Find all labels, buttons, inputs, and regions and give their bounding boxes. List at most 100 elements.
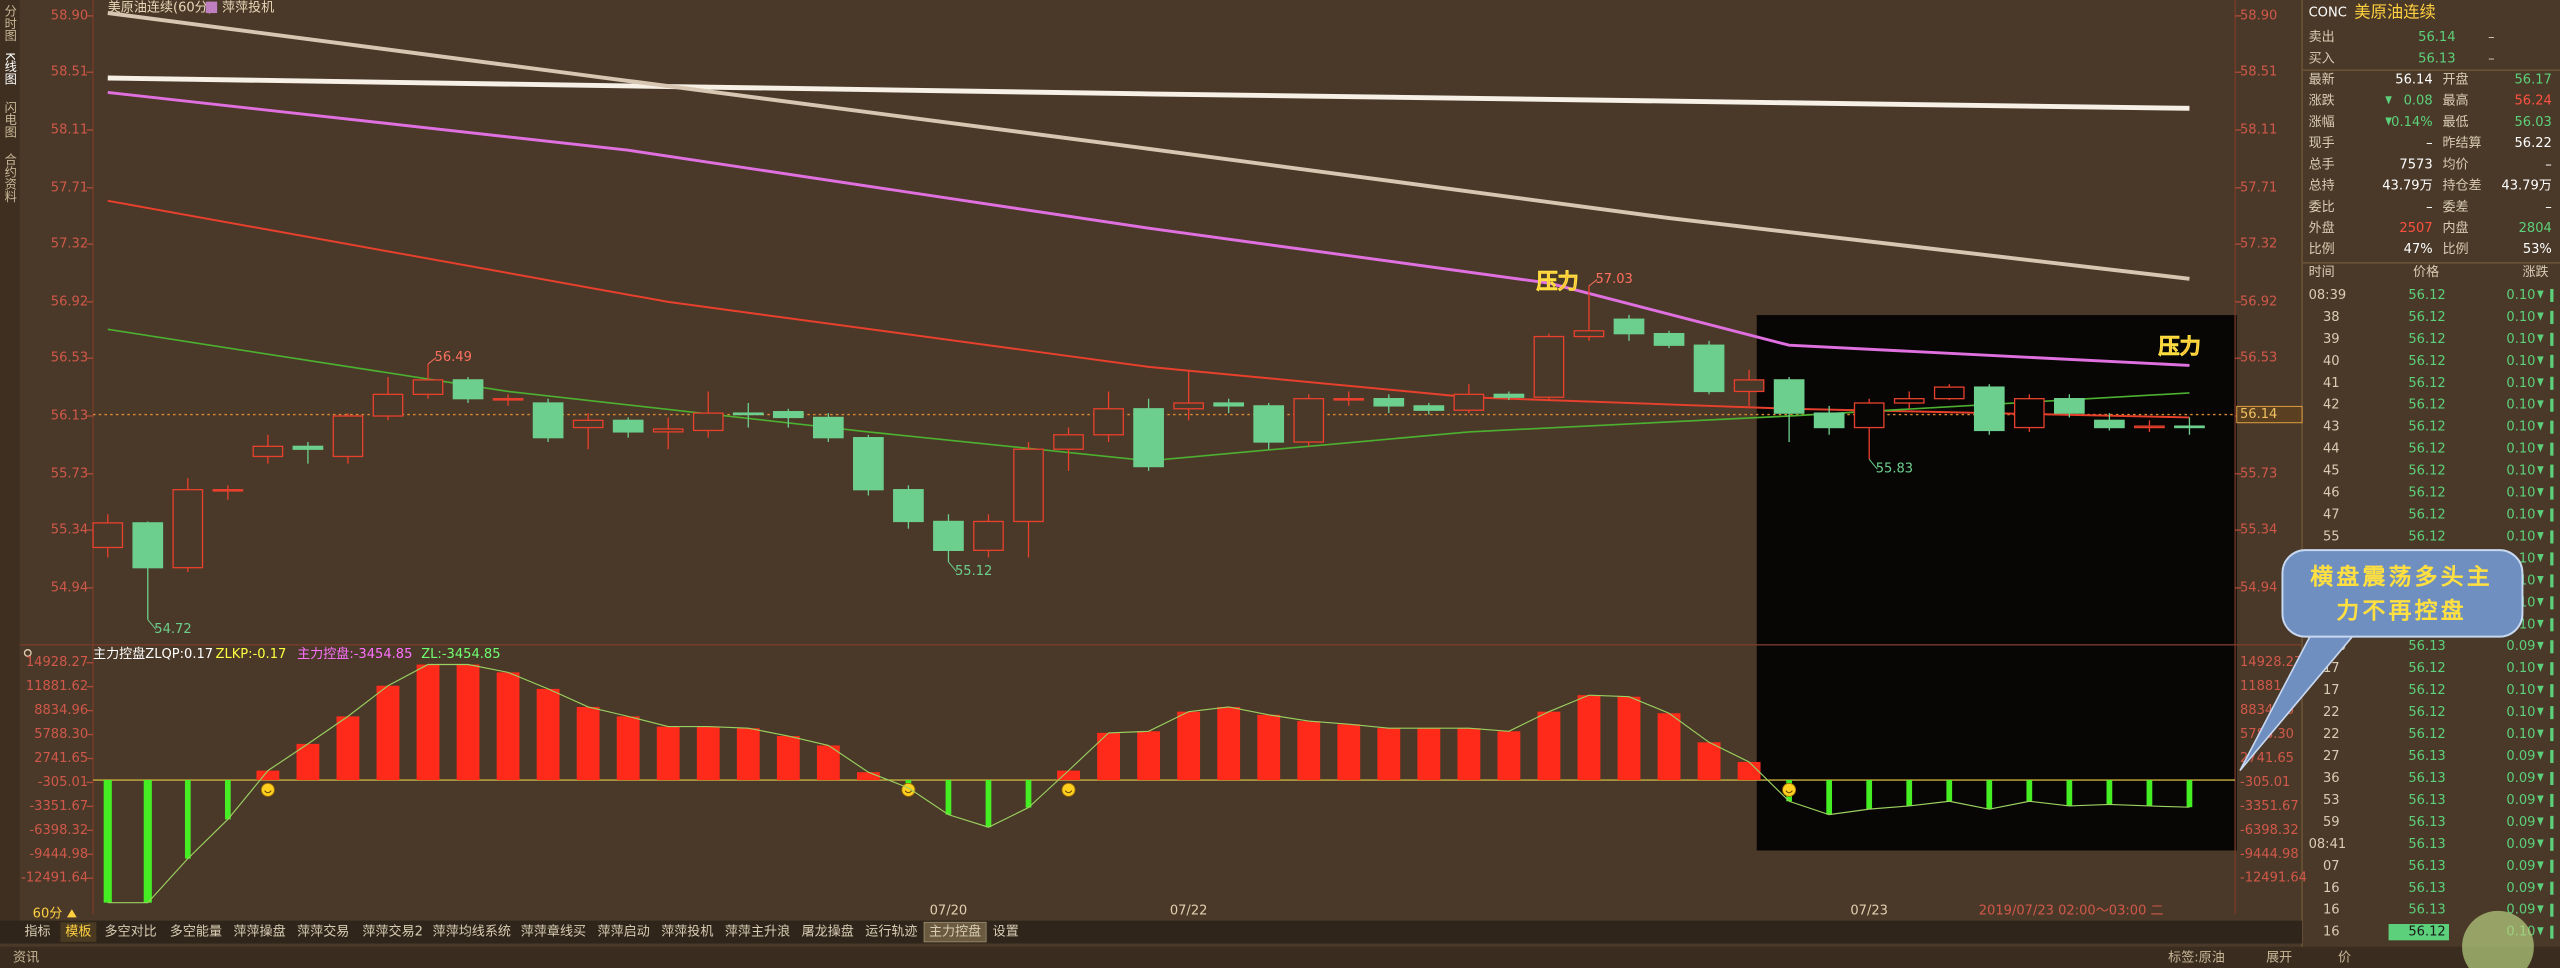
- candle-body: [412, 379, 444, 395]
- tick-price: 56.12: [2408, 354, 2445, 369]
- y-tick-label: 5788.30: [34, 727, 88, 742]
- indicator-bar: [776, 736, 800, 781]
- toolbar-tab[interactable]: 屠龙操盘: [802, 924, 854, 940]
- toolbar-tab[interactable]: 萍萍交易: [297, 924, 349, 940]
- last-price-box: [2236, 405, 2303, 424]
- tick-change: 0.10: [2506, 727, 2535, 742]
- toolbar-tab[interactable]: 萍萍主升浪: [725, 925, 790, 940]
- tick-arrow: [2537, 729, 2544, 738]
- y-tick-label: -9444.98: [29, 847, 88, 862]
- tick-volume-bar: [2550, 332, 2554, 346]
- side-tab[interactable]: 闪电图: [3, 101, 17, 138]
- tick-arrow: [2537, 597, 2544, 607]
- tick-price: 56.13: [2408, 815, 2445, 830]
- y-tick-label: 11881.62: [26, 679, 88, 694]
- toolbar-tab[interactable]: 指标: [24, 925, 50, 940]
- moving-average: [107, 11, 2190, 281]
- indicator-bar: [1906, 780, 1913, 806]
- quote-label: 外盘: [2309, 220, 2335, 236]
- tick-volume-bar: [2550, 837, 2554, 851]
- extreme-leader: [427, 357, 437, 365]
- indicator-bar: [1826, 780, 1833, 815]
- y-tick-label-right: 58.11: [2240, 123, 2277, 138]
- quote-label: 总手: [2309, 157, 2335, 172]
- toolbar-tab[interactable]: 主力控盘: [929, 924, 981, 940]
- quote-label: 持仓差: [2442, 179, 2481, 194]
- tick-time: 43: [2323, 420, 2340, 435]
- status-price[interactable]: 价: [2338, 951, 2351, 966]
- quote-value: 2804: [2519, 221, 2552, 236]
- side-tab[interactable]: K线图: [3, 52, 17, 85]
- side-tab[interactable]: 分时图: [3, 5, 17, 42]
- tick-price: 56.13: [2408, 837, 2445, 852]
- candle-body: [973, 520, 1004, 551]
- extreme-label: 55.83: [1876, 462, 1913, 477]
- toolbar-tab[interactable]: 萍萍章线买: [521, 924, 586, 940]
- candle-body: [1493, 393, 1525, 398]
- quote-label: 比例: [2442, 242, 2468, 257]
- indicator-line: [107, 663, 2190, 904]
- indicator-bar: [1737, 761, 1761, 781]
- quote-label: 最高: [2442, 93, 2468, 109]
- candle-body: [1973, 386, 2005, 432]
- candle-body: [1693, 344, 1725, 393]
- tick-change: 0.10: [2506, 508, 2535, 523]
- indicator-bar: [1417, 728, 1441, 781]
- status-left: 资讯: [13, 951, 39, 966]
- toolbar-tab[interactable]: 多空对比: [104, 924, 156, 940]
- quote-value: 0.08: [2404, 94, 2433, 109]
- tick-volume-bar: [2550, 640, 2554, 654]
- indicator-bar: [376, 685, 400, 781]
- settings-dot[interactable]: [23, 649, 32, 657]
- toolbar-tab[interactable]: 运行轨迹: [865, 925, 917, 940]
- tick-time: 59: [2323, 815, 2340, 830]
- candle-body: [572, 419, 604, 429]
- toolbar-tab[interactable]: 模板: [65, 925, 91, 940]
- toolbar-tab[interactable]: 萍萍操盘: [233, 924, 285, 940]
- tick-time: 44: [2323, 442, 2340, 457]
- toolbar-tab[interactable]: 萍萍投机: [661, 924, 713, 940]
- tick-volume-bar: [2550, 793, 2554, 807]
- status-expand[interactable]: 展开: [2266, 951, 2292, 966]
- y-tick-label: 58.90: [51, 8, 88, 23]
- candle-body: [812, 416, 844, 439]
- y-tick-label: -12491.64: [21, 871, 88, 886]
- y-tick-label: -3351.67: [29, 799, 88, 814]
- toolbar-tab[interactable]: 萍萍均线系统: [433, 925, 511, 940]
- quote-label: 昨结算: [2442, 136, 2481, 151]
- candle-body: [1413, 405, 1445, 411]
- tick-volume-bar: [2550, 662, 2554, 676]
- toolbar-tab[interactable]: 萍萍启动: [598, 925, 650, 940]
- candle-body: [732, 412, 764, 416]
- indicator-bar: [2106, 780, 2113, 805]
- indicator-bar: [296, 743, 320, 781]
- tick-volume-bar: [2550, 464, 2554, 478]
- indicator-bar: [736, 728, 760, 781]
- extreme-leader: [1588, 279, 1598, 287]
- indicator-bar: [2186, 780, 2193, 808]
- indicator-bar: [1297, 721, 1321, 781]
- tick-arrow: [2537, 773, 2544, 782]
- indicator-bar: [1097, 732, 1120, 781]
- quote-label: 委比: [2309, 200, 2335, 215]
- tick-arrow: [2537, 575, 2544, 585]
- tick-price: 56.12: [2408, 332, 2445, 347]
- tick-arrow: [2537, 927, 2544, 936]
- smiley: [901, 782, 916, 797]
- left-tab-strip: [0, 0, 20, 923]
- status-tag: 标签:原油: [2168, 950, 2225, 966]
- indicator-bar: [1866, 780, 1873, 810]
- quote-value: 53%: [2523, 242, 2552, 257]
- side-tab[interactable]: 合约资料: [3, 152, 17, 202]
- tick-arrow: [2537, 619, 2544, 629]
- toolbar-tab[interactable]: 设置: [993, 925, 1019, 940]
- tick-time: 36: [2323, 771, 2340, 786]
- toolbar-tab[interactable]: 萍萍交易2: [362, 924, 423, 940]
- tick-change: 0.10: [2506, 464, 2535, 479]
- y-tick-label-right: 58.51: [2240, 65, 2277, 80]
- quote-value: –: [2426, 200, 2433, 215]
- tick-time: 40: [2323, 354, 2340, 369]
- toolbar-tab[interactable]: 多空能量: [170, 924, 222, 940]
